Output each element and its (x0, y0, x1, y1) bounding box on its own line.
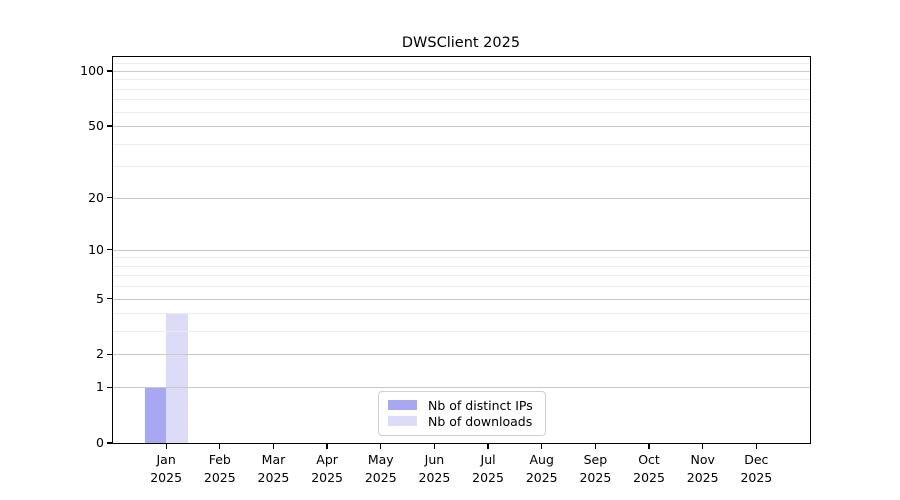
x-tick-mark (487, 444, 489, 449)
x-tick-label: Nov 2025 (663, 451, 743, 487)
y-tick-mark (106, 196, 112, 199)
x-tick-year: 2025 (364, 470, 397, 485)
x-tick-label: Jun 2025 (394, 451, 474, 487)
y-tick-mark (106, 353, 112, 356)
x-tick-label: Jan 2025 (126, 451, 206, 487)
legend-label-distinct-ips: Nb of distinct IPs (428, 397, 533, 413)
x-tick-label: Dec 2025 (716, 451, 796, 487)
y-tick-label: 2 (96, 346, 104, 362)
x-tick-mark (272, 444, 275, 449)
x-tick-year: 2025 (633, 470, 665, 485)
x-tick-month: Apr (316, 452, 338, 467)
x-tick-label: Jul 2025 (448, 451, 528, 487)
x-tick-mark (648, 444, 650, 449)
y-gridline-major (112, 197, 810, 199)
y-gridline-minor (112, 63, 810, 65)
x-tick-label: Mar 2025 (233, 451, 313, 487)
x-tick-year: 2025 (579, 470, 612, 485)
x-tick-mark (702, 444, 704, 449)
legend: Nb of distinct IPs Nb of downloads (378, 391, 546, 436)
x-tick-month: Jul (480, 452, 496, 467)
x-tick-year: 2025 (311, 470, 344, 485)
x-tick-month: Mar (261, 452, 286, 467)
bar-nb-of-distinct-ips-jan (144, 387, 167, 443)
y-gridline-minor (112, 257, 810, 259)
x-tick-year: 2025 (525, 470, 558, 485)
x-tick-mark (326, 444, 328, 449)
x-tick-month: Aug (529, 452, 554, 467)
x-tick-year: 2025 (418, 470, 451, 485)
x-tick-month: May (367, 452, 394, 467)
x-tick-month: Feb (208, 452, 231, 467)
y-tick-mark (106, 297, 112, 300)
y-tick-mark (106, 125, 112, 127)
legend-label-downloads: Nb of downloads (428, 413, 533, 429)
x-tick-month: Nov (690, 452, 715, 467)
x-tick-month: Oct (638, 452, 660, 467)
y-tick-label: 100 (80, 63, 104, 78)
y-tick-mark (106, 386, 112, 388)
y-tick-label: 10 (88, 241, 104, 257)
x-tick-mark (541, 444, 543, 449)
x-tick-mark (165, 444, 167, 449)
legend-item-distinct-ips: Nb of distinct IPs (388, 397, 536, 413)
x-tick-year: 2025 (686, 470, 719, 485)
y-gridline-major (112, 71, 810, 72)
y-tick-mark (106, 249, 112, 251)
y-gridline-major (112, 298, 810, 300)
y-tick-label: 5 (96, 290, 104, 306)
y-gridline-minor (112, 275, 810, 277)
x-tick-year: 2025 (740, 470, 773, 485)
x-tick-month: Jan (156, 452, 176, 467)
y-gridline-minor (112, 79, 810, 81)
y-gridline-minor (112, 331, 810, 333)
y-tick-mark (106, 442, 112, 444)
x-tick-mark (433, 444, 436, 449)
x-tick-month: Dec (744, 452, 769, 467)
legend-item-downloads: Nb of downloads (388, 413, 536, 429)
x-tick-year: 2025 (257, 470, 290, 485)
y-tick-label: 50 (88, 118, 104, 134)
x-tick-mark (594, 444, 597, 449)
x-tick-mark (380, 444, 382, 449)
bar-nb-of-downloads-jan (166, 313, 188, 443)
y-gridline-major (112, 354, 810, 356)
x-tick-year: 2025 (150, 470, 183, 485)
y-gridline-major (112, 126, 810, 128)
y-gridline-minor (112, 143, 810, 145)
y-gridline-minor (112, 111, 810, 113)
y-gridline-minor (112, 166, 810, 168)
y-gridline-minor (112, 265, 810, 267)
x-tick-year: 2025 (203, 470, 236, 485)
chart-title: DWSClient 2025 (401, 35, 521, 51)
y-gridline-minor (112, 99, 810, 101)
x-tick-label: Oct 2025 (609, 451, 689, 487)
y-gridline-minor (112, 286, 810, 288)
x-tick-label: Sep 2025 (555, 451, 635, 487)
y-gridline-major (112, 387, 810, 389)
y-gridline-minor (112, 88, 810, 90)
legend-swatch-downloads (388, 416, 417, 426)
x-tick-label: Feb 2025 (180, 451, 260, 487)
y-tick-mark (106, 70, 112, 72)
x-tick-mark (755, 444, 757, 449)
x-tick-label: May 2025 (341, 451, 421, 487)
x-tick-month: Sep (583, 452, 608, 467)
x-tick-month: Jun (424, 452, 445, 467)
x-tick-year: 2025 (472, 470, 504, 485)
y-tick-label: 1 (96, 379, 104, 395)
y-gridline-minor (112, 313, 810, 315)
y-gridline-major (112, 249, 810, 251)
legend-swatch-distinct-ips (388, 400, 417, 410)
x-tick-label: Apr 2025 (287, 451, 367, 487)
y-tick-label: 20 (88, 189, 104, 205)
y-tick-label: 0 (96, 435, 104, 450)
x-tick-mark (219, 444, 221, 449)
x-tick-label: Aug 2025 (502, 451, 582, 487)
